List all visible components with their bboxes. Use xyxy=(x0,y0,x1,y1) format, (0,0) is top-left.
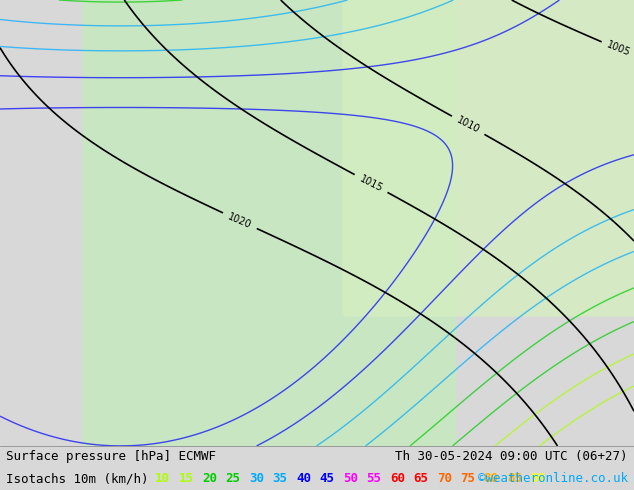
Text: 55: 55 xyxy=(366,472,382,486)
Text: 45: 45 xyxy=(320,472,335,486)
Text: Surface pressure [hPa] ECMWF: Surface pressure [hPa] ECMWF xyxy=(6,450,216,464)
Text: 1005: 1005 xyxy=(605,40,632,58)
Text: 40: 40 xyxy=(296,472,311,486)
Text: 80: 80 xyxy=(484,472,499,486)
FancyBboxPatch shape xyxy=(82,0,456,455)
Text: ©weatheronline.co.uk: ©weatheronline.co.uk xyxy=(477,472,628,486)
Text: 15: 15 xyxy=(179,472,194,486)
Text: 35: 35 xyxy=(273,472,288,486)
Text: 75: 75 xyxy=(460,472,476,486)
Text: 85: 85 xyxy=(507,472,522,486)
Text: 30: 30 xyxy=(249,472,264,486)
Text: 25: 25 xyxy=(226,472,241,486)
Text: 20: 20 xyxy=(202,472,217,486)
FancyBboxPatch shape xyxy=(342,0,634,317)
Text: 1010: 1010 xyxy=(455,115,481,135)
Text: 70: 70 xyxy=(437,472,452,486)
Text: Th 30-05-2024 09:00 UTC (06+27): Th 30-05-2024 09:00 UTC (06+27) xyxy=(395,450,628,464)
Text: 10: 10 xyxy=(155,472,171,486)
Text: 1015: 1015 xyxy=(358,173,384,194)
Text: 65: 65 xyxy=(413,472,429,486)
Text: 50: 50 xyxy=(343,472,358,486)
Text: 1020: 1020 xyxy=(226,211,253,230)
Text: Isotachs 10m (km/h): Isotachs 10m (km/h) xyxy=(6,472,149,486)
Text: 60: 60 xyxy=(390,472,405,486)
Text: 90: 90 xyxy=(531,472,546,486)
